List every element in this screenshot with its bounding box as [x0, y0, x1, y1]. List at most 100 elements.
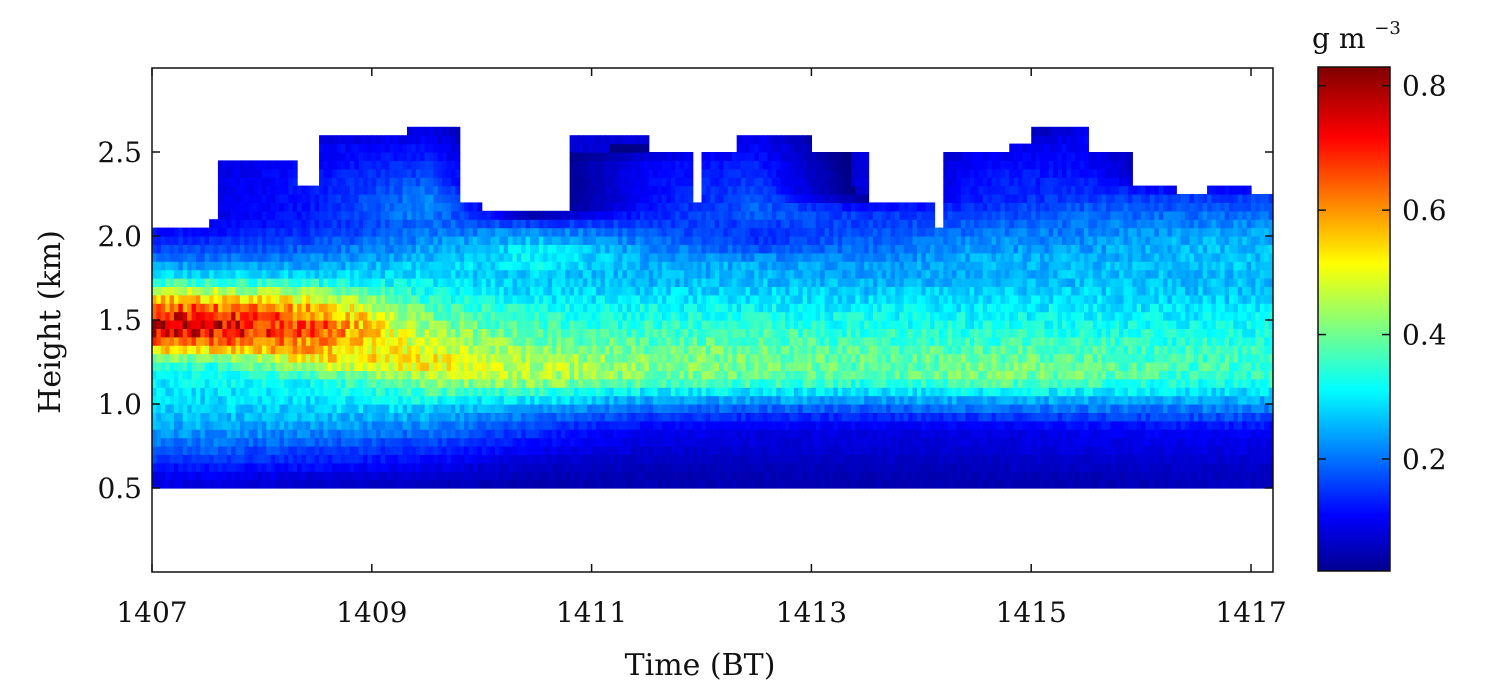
heatmap-cell: [499, 446, 505, 455]
heatmap-cell: [288, 378, 294, 388]
heatmap-cell: [204, 269, 210, 279]
heatmap-cell: [371, 135, 377, 145]
heatmap-cell: [160, 303, 166, 313]
heatmap-cell: [182, 471, 188, 481]
heatmap-cell: [398, 152, 404, 161]
heatmap-cell: [604, 168, 610, 178]
heatmap-cell: [503, 269, 509, 279]
heatmap-cell: [402, 328, 408, 338]
heatmap-cell: [270, 370, 276, 380]
heatmap-cell: [442, 135, 448, 145]
heatmap-cell: [450, 336, 456, 346]
heatmap-cell: [371, 378, 377, 388]
heatmap-cell: [156, 454, 162, 464]
heatmap-cell: [697, 479, 703, 489]
heatmap-cell: [705, 429, 711, 439]
heatmap-cell: [688, 236, 694, 245]
heatmap-cell: [653, 185, 659, 195]
heatmap-cell: [719, 462, 725, 472]
heatmap-cell: [446, 269, 452, 279]
heatmap-cell: [358, 311, 364, 321]
heatmap-cell: [455, 219, 461, 229]
heatmap-cell: [411, 278, 417, 287]
heatmap-cell: [670, 177, 676, 187]
heatmap-cell: [336, 328, 342, 338]
heatmap-cell: [604, 269, 610, 279]
heatmap-cell: [169, 353, 175, 363]
heatmap-cell: [574, 328, 580, 338]
heatmap-cell: [187, 311, 193, 321]
heatmap-cell: [459, 404, 465, 413]
heatmap-cell: [723, 378, 729, 388]
heatmap-cell: [719, 219, 725, 229]
heatmap-cell: [433, 252, 439, 262]
heatmap-cell: [705, 261, 711, 271]
heatmap-cell: [604, 420, 610, 430]
heatmap-cell: [217, 168, 223, 178]
heatmap-cell: [371, 412, 377, 422]
heatmap-cell: [424, 177, 430, 187]
heatmap-cell: [239, 303, 245, 313]
heatmap-cell: [622, 236, 628, 245]
heatmap-cell: [310, 462, 316, 472]
heatmap-cell: [472, 303, 478, 313]
heatmap-cell: [560, 446, 566, 455]
heatmap-cell: [173, 412, 179, 422]
heatmap-cell: [191, 362, 197, 371]
heatmap-cell: [323, 362, 329, 371]
heatmap-cell: [393, 286, 399, 296]
heatmap-cell: [354, 194, 360, 203]
heatmap-cell: [494, 404, 500, 413]
heatmap-cell: [235, 362, 241, 371]
heatmap-cell: [217, 227, 223, 237]
heatmap-cell: [569, 345, 575, 355]
heatmap-cell: [516, 395, 522, 405]
heatmap-cell: [380, 395, 386, 405]
heatmap-cell: [499, 471, 505, 481]
heatmap-cell: [279, 236, 285, 245]
heatmap-cell: [204, 311, 210, 321]
heatmap-cell: [217, 370, 223, 380]
heatmap-cell: [675, 404, 681, 413]
heatmap-cell: [587, 462, 593, 472]
heatmap-cell: [486, 244, 492, 254]
heatmap-cell: [279, 278, 285, 287]
heatmap-cell: [613, 437, 619, 447]
heatmap-cell: [411, 152, 417, 161]
heatmap-cell: [701, 353, 707, 363]
heatmap-cell: [644, 353, 650, 363]
heatmap-cell: [354, 286, 360, 296]
heatmap-cell: [371, 462, 377, 472]
heatmap-cell: [578, 404, 584, 413]
heatmap-cell: [626, 471, 632, 481]
heatmap-cell: [288, 404, 294, 413]
heatmap-cell: [420, 412, 426, 422]
heatmap-cell: [578, 462, 584, 472]
heatmap-cell: [578, 236, 584, 245]
heatmap-cell: [384, 395, 390, 405]
heatmap-cell: [195, 387, 201, 397]
heatmap-cell: [666, 261, 672, 271]
heatmap-cell: [675, 227, 681, 237]
heatmap-cell: [622, 152, 628, 161]
heatmap-cell: [428, 454, 434, 464]
heatmap-cell: [666, 446, 672, 455]
heatmap-cell: [604, 210, 610, 220]
heatmap-cell: [349, 219, 355, 229]
heatmap-cell: [455, 227, 461, 237]
heatmap-cell: [683, 252, 689, 262]
heatmap-cell: [459, 269, 465, 279]
heatmap-cell: [182, 353, 188, 363]
heatmap-cell: [596, 244, 601, 254]
heatmap-cell: [596, 227, 601, 237]
heatmap-cell: [705, 353, 711, 363]
heatmap-cell: [257, 219, 263, 229]
heatmap-cell: [490, 345, 496, 355]
heatmap-cell: [354, 437, 360, 447]
heatmap-cell: [428, 227, 434, 237]
heatmap-cell: [226, 244, 232, 254]
heatmap-cell: [683, 404, 689, 413]
heatmap-cell: [683, 395, 689, 405]
heatmap-cell: [648, 404, 654, 413]
heatmap-cell: [534, 236, 540, 245]
